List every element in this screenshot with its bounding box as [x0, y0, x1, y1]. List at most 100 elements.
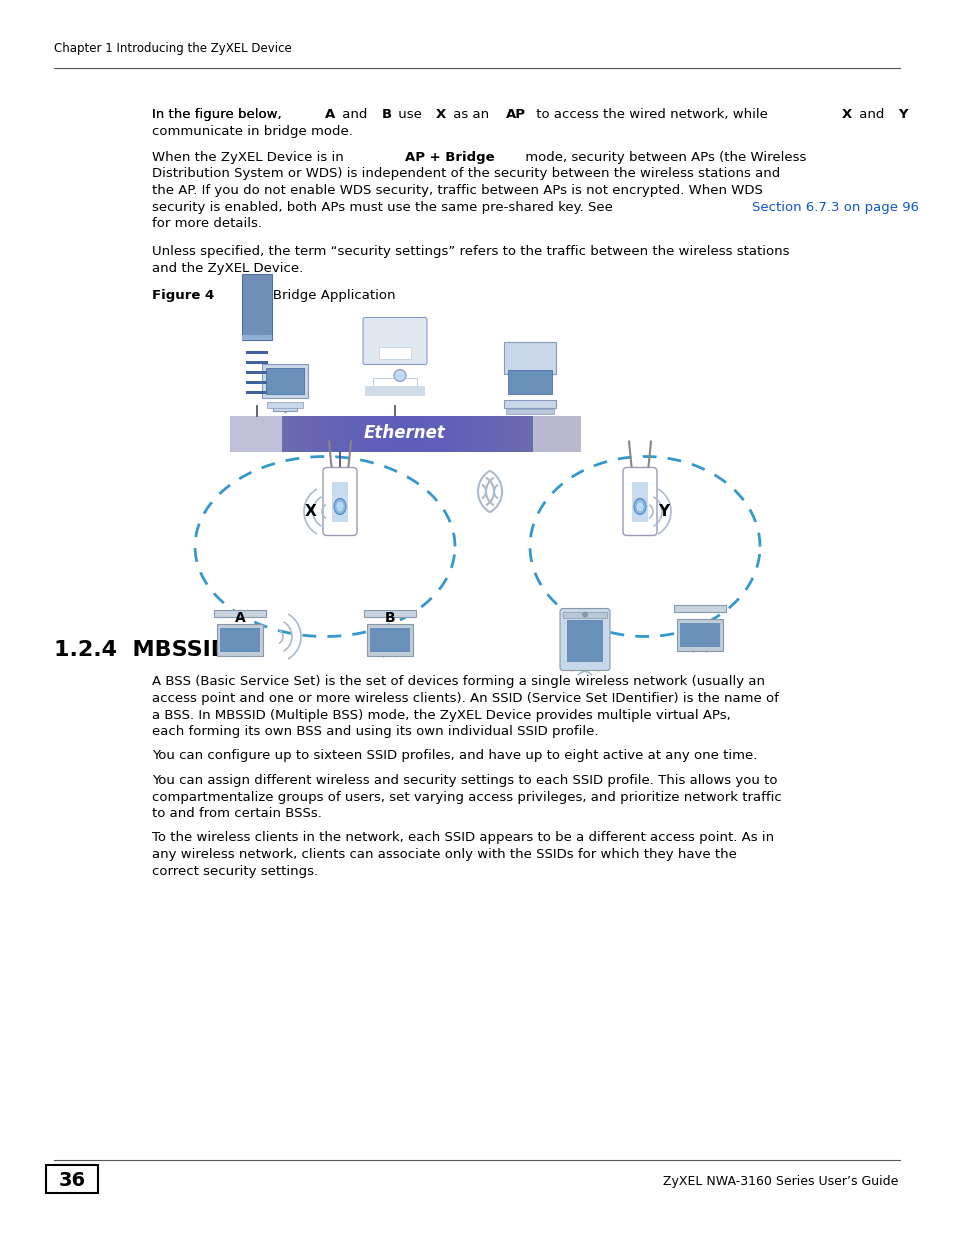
Bar — [568, 415, 574, 452]
Bar — [259, 415, 265, 452]
Bar — [247, 415, 253, 452]
Bar — [381, 415, 388, 452]
FancyBboxPatch shape — [363, 317, 427, 364]
Bar — [505, 409, 554, 414]
Text: AP: AP — [506, 107, 526, 121]
Bar — [544, 415, 551, 452]
Text: security is enabled, both APs must use the same pre-shared key. See: security is enabled, both APs must use t… — [152, 200, 617, 214]
Bar — [527, 415, 534, 452]
Bar — [503, 342, 556, 373]
Text: Ethernet: Ethernet — [364, 425, 445, 442]
Bar — [246, 361, 268, 363]
Text: A: A — [324, 107, 335, 121]
Bar — [265, 415, 271, 452]
Text: mode, security between APs (the Wireless: mode, security between APs (the Wireless — [520, 151, 805, 164]
Bar — [235, 415, 242, 452]
Bar — [246, 370, 268, 373]
Bar — [510, 415, 516, 452]
Bar — [323, 415, 330, 452]
Bar — [266, 368, 304, 394]
Bar — [562, 611, 606, 618]
Bar — [242, 335, 272, 340]
Bar — [370, 627, 410, 652]
Text: to and from certain BSSs.: to and from certain BSSs. — [152, 806, 321, 820]
Text: 36: 36 — [58, 1172, 86, 1191]
Bar — [475, 415, 481, 452]
Ellipse shape — [636, 501, 643, 511]
Bar — [262, 363, 308, 398]
Bar — [516, 415, 521, 452]
Bar — [486, 415, 493, 452]
Bar — [497, 415, 504, 452]
Text: and: and — [337, 107, 372, 121]
Bar — [364, 415, 370, 452]
Bar — [457, 415, 463, 452]
Text: X: X — [841, 107, 851, 121]
Bar — [294, 415, 300, 452]
Bar — [299, 415, 306, 452]
Bar — [352, 415, 358, 452]
Ellipse shape — [336, 501, 343, 511]
Text: and the ZyXEL Device.: and the ZyXEL Device. — [152, 262, 303, 275]
Bar — [533, 415, 539, 452]
Bar — [246, 390, 268, 394]
Bar — [398, 415, 405, 452]
Bar — [439, 415, 446, 452]
Bar — [335, 415, 341, 452]
Bar — [673, 604, 725, 611]
Bar — [503, 415, 510, 452]
Text: Section 6.7.3 on page 96: Section 6.7.3 on page 96 — [751, 200, 918, 214]
Bar — [562, 415, 568, 452]
Bar — [370, 415, 375, 452]
Bar — [416, 415, 422, 452]
Bar — [267, 401, 303, 408]
Bar — [273, 406, 296, 410]
Bar — [364, 610, 416, 616]
Text: Y: Y — [658, 504, 668, 519]
Bar — [463, 415, 469, 452]
Text: AP + Bridge: AP + Bridge — [404, 151, 494, 164]
Text: correct security settings.: correct security settings. — [152, 864, 317, 878]
Bar — [574, 415, 579, 452]
Text: each forming its own BSS and using its own individual SSID profile.: each forming its own BSS and using its o… — [152, 725, 598, 739]
Bar — [451, 415, 457, 452]
Bar — [679, 622, 720, 646]
Bar — [677, 619, 722, 651]
Text: In the figure below,: In the figure below, — [152, 107, 286, 121]
Text: and: and — [854, 107, 888, 121]
Bar — [422, 415, 429, 452]
Bar — [230, 415, 236, 452]
Text: ZyXEL NWA-3160 Series User’s Guide: ZyXEL NWA-3160 Series User’s Guide — [662, 1174, 897, 1188]
Bar — [566, 620, 602, 662]
Bar — [492, 415, 498, 452]
Text: In the figure below,: In the figure below, — [152, 107, 286, 121]
Bar — [507, 369, 552, 394]
Bar — [557, 415, 562, 452]
Bar — [329, 415, 335, 452]
Text: You can assign different wireless and security settings to each SSID profile. Th: You can assign different wireless and se… — [152, 774, 777, 787]
Text: for more details.: for more details. — [152, 217, 262, 230]
Bar — [631, 482, 647, 521]
Text: compartmentalize groups of users, set varying access privileges, and prioritize : compartmentalize groups of users, set va… — [152, 790, 781, 804]
Text: When the ZyXEL Device is in: When the ZyXEL Device is in — [152, 151, 348, 164]
Text: A BSS (Basic Service Set) is the set of devices forming a single wireless networ: A BSS (Basic Service Set) is the set of … — [152, 676, 764, 688]
Bar — [220, 627, 260, 652]
Bar — [358, 415, 364, 452]
Bar — [216, 624, 263, 656]
Text: Y: Y — [898, 107, 907, 121]
Text: You can configure up to sixteen SSID profiles, and have up to eight active at an: You can configure up to sixteen SSID pro… — [152, 750, 757, 762]
Bar — [503, 399, 556, 408]
Text: a BSS. In MBSSID (Multiple BSS) mode, the ZyXEL Device provides multiple virtual: a BSS. In MBSSID (Multiple BSS) mode, th… — [152, 709, 730, 721]
Text: B: B — [384, 611, 395, 625]
Bar — [538, 415, 545, 452]
FancyBboxPatch shape — [323, 468, 356, 536]
Text: use: use — [394, 107, 426, 121]
Text: Distribution System or WDS) is independent of the security between the wireless : Distribution System or WDS) is independe… — [152, 168, 780, 180]
Bar — [312, 415, 317, 452]
Bar — [246, 380, 268, 384]
Circle shape — [581, 611, 587, 618]
Text: To the wireless clients in the network, each SSID appears to be a different acce: To the wireless clients in the network, … — [152, 831, 773, 845]
Bar — [213, 610, 266, 616]
Bar — [428, 415, 435, 452]
Ellipse shape — [334, 499, 346, 515]
